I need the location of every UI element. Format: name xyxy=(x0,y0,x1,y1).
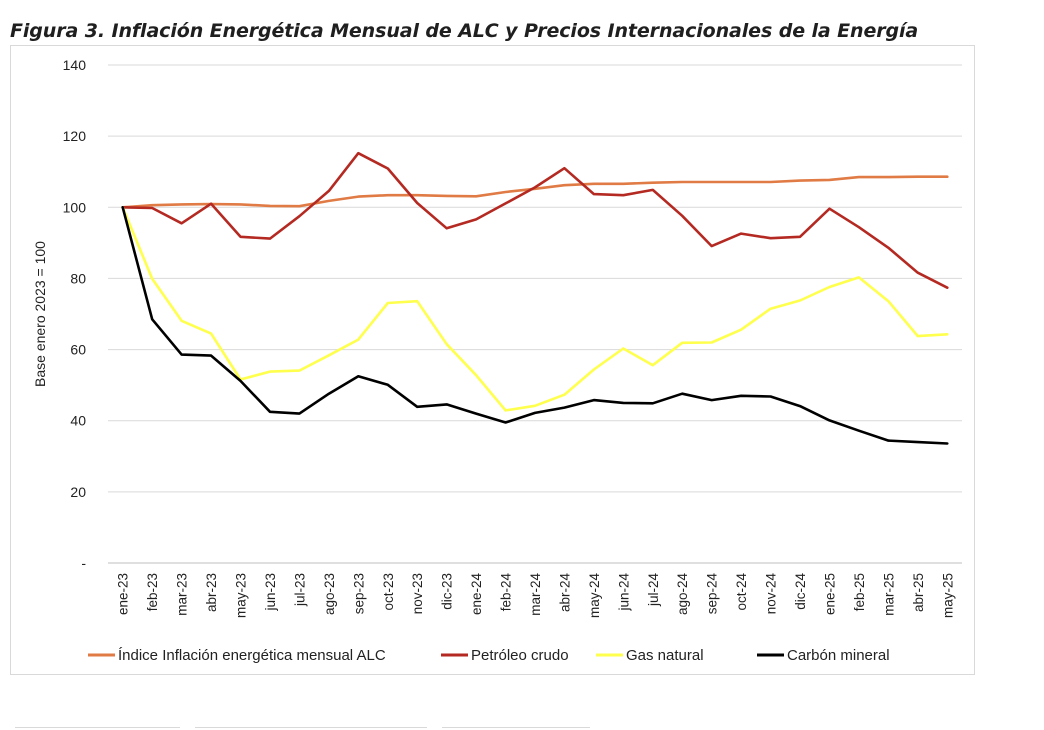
series-line xyxy=(121,206,949,445)
series-line xyxy=(121,151,949,290)
x-tick-label: ago-23 xyxy=(322,573,337,615)
x-axis: ene-23 feb-23 mar-23 abr-23 may-23 jun-23 jul-… xyxy=(108,562,962,619)
x-tick-label: oct-24 xyxy=(734,573,749,611)
x-tick-label: mar-25 xyxy=(881,573,896,616)
y-tick-label: 80 xyxy=(70,270,86,286)
x-tick-label: may-23 xyxy=(234,573,249,618)
x-tick-label: jul-24 xyxy=(646,573,661,608)
figure-title: Figura 3. Inflación Energética Mensual d… xyxy=(10,20,919,42)
x-tick-label: dic-23 xyxy=(440,573,455,610)
x-tick-label: may-25 xyxy=(940,573,955,618)
x-tick-label: ene-23 xyxy=(116,573,131,615)
x-tick-label: ago-24 xyxy=(675,573,690,616)
y-tick-label: 20 xyxy=(70,484,86,500)
divider xyxy=(195,727,427,728)
x-tick-label: abr-24 xyxy=(557,573,572,613)
y-tick-label: 100 xyxy=(63,199,87,215)
y-tick-label: 40 xyxy=(70,413,86,429)
x-tick-label: sep-24 xyxy=(705,573,720,615)
x-tick-label: mar-24 xyxy=(528,573,543,616)
legend-label: Petróleo crudo xyxy=(471,647,569,664)
y-tick-label: 120 xyxy=(63,128,87,144)
x-tick-label: ene-24 xyxy=(469,573,484,616)
x-tick-label: nov-23 xyxy=(410,573,425,614)
legend-label: Gas natural xyxy=(626,647,704,664)
series-line xyxy=(121,206,949,412)
x-tick-label: abr-25 xyxy=(911,573,926,612)
x-tick-label: feb-23 xyxy=(145,573,160,611)
x-tick-label: jun-23 xyxy=(263,573,278,612)
legend: Índice Inflación energética mensual ALC P… xyxy=(88,647,890,664)
x-tick-label: sep-23 xyxy=(351,573,366,614)
x-tick-label: feb-24 xyxy=(499,573,514,612)
y-axis-label: Base enero 2023 = 100 xyxy=(32,241,48,387)
divider xyxy=(442,727,590,728)
legend-label: Índice Inflación energética mensual ALC xyxy=(118,647,386,664)
x-tick-label: nov-24 xyxy=(764,573,779,615)
x-tick-label: jul-23 xyxy=(292,573,307,607)
divider xyxy=(15,727,180,728)
x-tick-label: feb-25 xyxy=(852,573,867,611)
x-tick-label: jun-24 xyxy=(616,573,631,612)
y-tick-label: 140 xyxy=(63,57,87,73)
y-tick-label: - xyxy=(81,555,86,571)
x-tick-label: abr-23 xyxy=(204,573,219,612)
x-tick-label: mar-23 xyxy=(175,573,190,616)
x-tick-label: ene-25 xyxy=(822,573,837,615)
y-axis-ticks: - 20 40 60 80 100 120 140 xyxy=(63,57,87,571)
gridlines xyxy=(108,64,962,564)
series-line xyxy=(121,175,949,209)
y-tick-label: 60 xyxy=(70,342,86,358)
x-tick-label: oct-23 xyxy=(381,573,396,611)
x-tick-label: may-24 xyxy=(587,573,602,619)
legend-label: Carbón mineral xyxy=(787,647,890,664)
series-lines xyxy=(121,151,949,445)
x-tick-label: dic-24 xyxy=(793,573,808,610)
chart-frame xyxy=(10,45,975,675)
